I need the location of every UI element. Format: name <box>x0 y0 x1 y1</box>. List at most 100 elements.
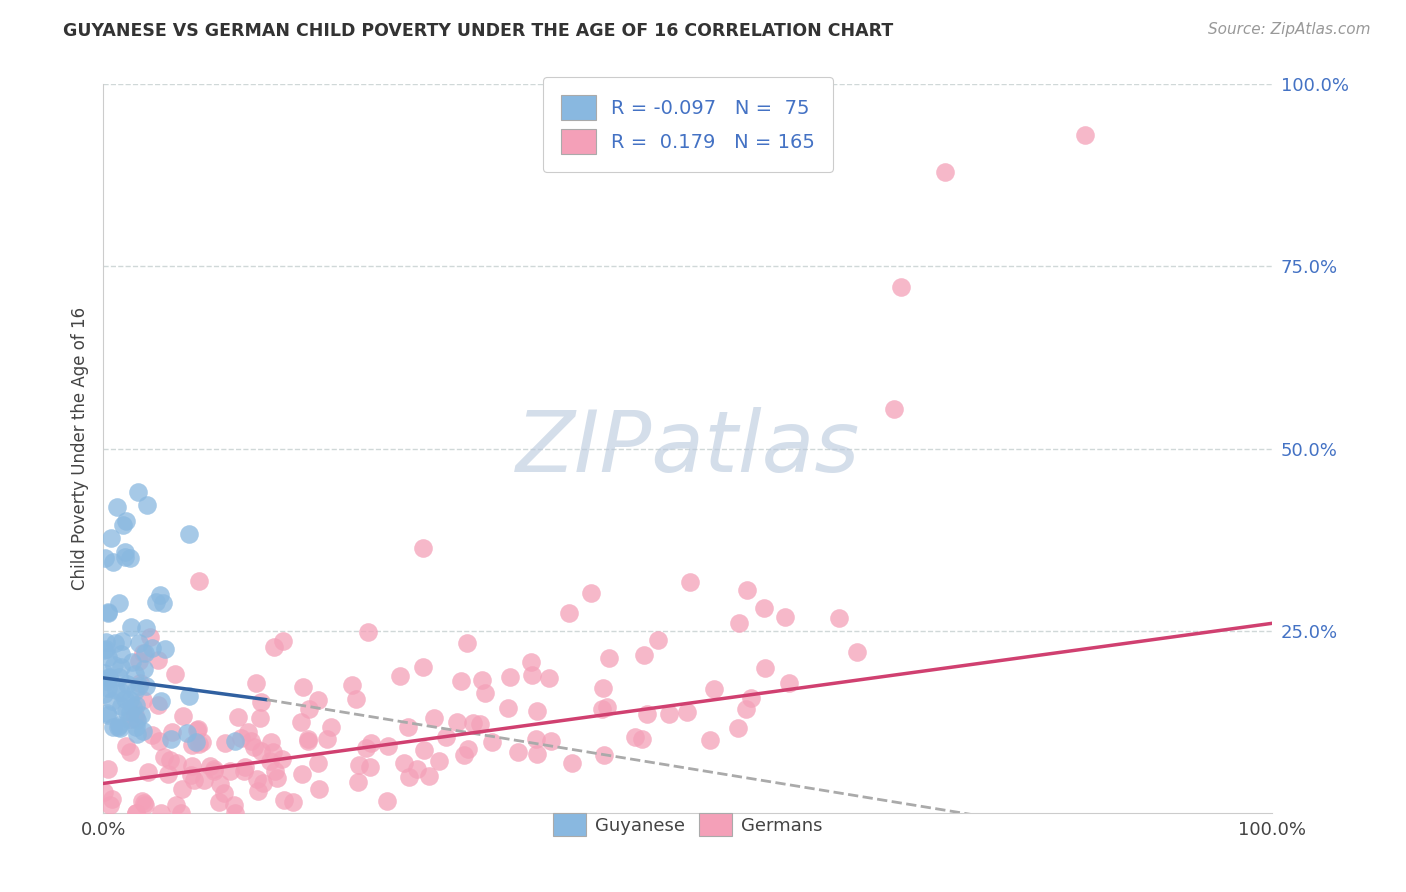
Point <box>827 611 849 625</box>
Point <box>128 679 150 693</box>
Point <box>592 681 614 696</box>
Point <box>598 651 620 665</box>
Point <box>290 715 312 730</box>
Point <box>134 662 156 676</box>
Point <box>273 793 295 807</box>
Point <box>595 699 617 714</box>
Point <box>259 754 281 768</box>
Point <box>262 745 284 759</box>
Point <box>229 731 252 746</box>
Point <box>193 772 215 787</box>
Point <box>679 574 702 589</box>
Point <box>138 630 160 644</box>
Point <box>647 632 669 647</box>
Point <box>120 693 142 707</box>
Point <box>224 805 246 820</box>
Point <box>412 541 434 555</box>
Point <box>526 747 548 761</box>
Point <box>540 733 562 747</box>
Point <box>103 555 125 569</box>
Point <box>153 749 176 764</box>
Point <box>520 668 543 682</box>
Point <box>344 692 367 706</box>
Point <box>434 730 457 744</box>
Point <box>250 695 273 709</box>
Point <box>93 785 115 799</box>
Point <box>453 747 475 762</box>
Text: ZIPatlas: ZIPatlas <box>516 407 860 490</box>
Point <box>118 712 141 726</box>
Point <box>354 740 377 755</box>
Point <box>107 720 129 734</box>
Point <box>98 670 121 684</box>
Point <box>180 768 202 782</box>
Point <box>191 735 214 749</box>
Point <box>132 724 155 739</box>
Point <box>412 660 434 674</box>
Point <box>579 585 602 599</box>
Point <box>259 735 281 749</box>
Point <box>131 794 153 808</box>
Point <box>236 725 259 739</box>
Point <box>135 621 157 635</box>
Point <box>180 759 202 773</box>
Point <box>498 670 520 684</box>
Point <box>240 734 263 748</box>
Point <box>778 676 800 690</box>
Point <box>132 796 155 810</box>
Point <box>172 709 194 723</box>
Point <box>187 737 209 751</box>
Point <box>146 653 169 667</box>
Point <box>212 785 235 799</box>
Point <box>675 706 697 720</box>
Point <box>150 694 173 708</box>
Point <box>125 805 148 820</box>
Point <box>727 721 749 735</box>
Point <box>134 646 156 660</box>
Point <box>120 713 142 727</box>
Point <box>132 693 155 707</box>
Point <box>128 636 150 650</box>
Point <box>263 764 285 778</box>
Point <box>93 687 115 701</box>
Point <box>245 772 267 787</box>
Point <box>94 642 117 657</box>
Point <box>160 731 183 746</box>
Point <box>347 758 370 772</box>
Point <box>187 722 209 736</box>
Point <box>108 717 131 731</box>
Point <box>450 673 472 688</box>
Point <box>461 716 484 731</box>
Point <box>150 805 173 820</box>
Point <box>346 774 368 789</box>
Point <box>703 682 725 697</box>
Point <box>129 707 152 722</box>
Point <box>591 702 613 716</box>
Point <box>699 732 721 747</box>
Point <box>114 545 136 559</box>
Point <box>263 640 285 655</box>
Point <box>561 756 583 771</box>
Point <box>179 527 201 541</box>
Point <box>166 756 188 771</box>
Point <box>125 720 148 734</box>
Point <box>124 684 146 698</box>
Point <box>97 607 120 621</box>
Point <box>773 609 796 624</box>
Point <box>165 797 187 812</box>
Point <box>243 740 266 755</box>
Point <box>136 765 159 780</box>
Point <box>266 771 288 785</box>
Point <box>508 746 530 760</box>
Point <box>360 736 382 750</box>
Point <box>132 646 155 660</box>
Point <box>427 755 450 769</box>
Point <box>208 795 231 809</box>
Point <box>145 595 167 609</box>
Point <box>110 722 132 736</box>
Point <box>538 671 561 685</box>
Point <box>470 717 492 731</box>
Point <box>226 709 249 723</box>
Point <box>307 756 329 771</box>
Point <box>359 760 381 774</box>
